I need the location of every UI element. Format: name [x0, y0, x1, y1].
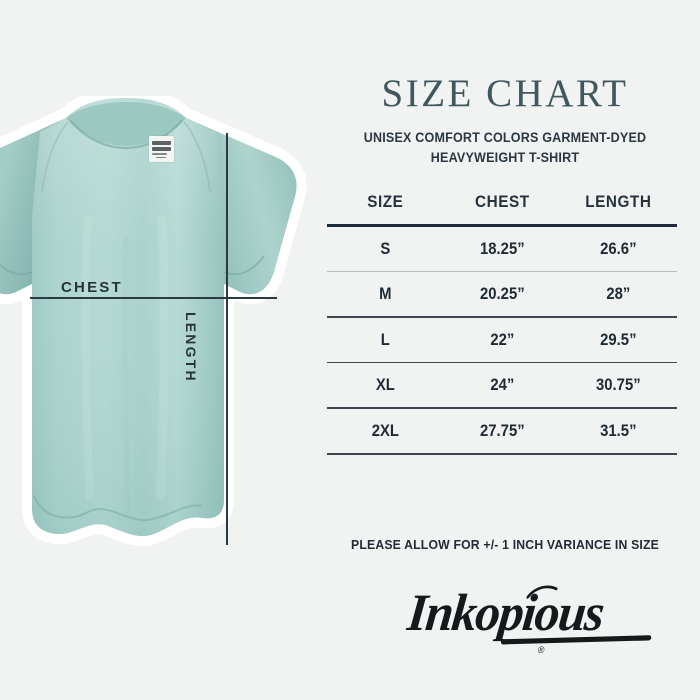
page-title: SIZE CHART — [381, 72, 629, 115]
page-subtitle: UNISEX COMFORT COLORS GARMENT-DYED HEAVY… — [324, 128, 687, 167]
subtitle-line-2: HEAVYWEIGHT T-SHIRT — [430, 149, 580, 165]
brand-logo: Inkopious ® — [310, 576, 700, 655]
length-measurement-line — [226, 133, 228, 545]
size-table: SIZE CHEST LENGTH S 18.25” 26.6” M 20.25… — [327, 190, 677, 455]
column-header-length: LENGTH — [585, 192, 652, 211]
cell-chest: 27.75” — [479, 421, 525, 440]
tshirt-figure — [0, 96, 308, 566]
cell-length: 30.75” — [596, 376, 641, 395]
logo-swash-icon — [525, 585, 558, 599]
table-row-divider — [327, 316, 677, 318]
table-row: XL 24” 30.75” — [327, 363, 677, 407]
neck-tag-line-2 — [152, 147, 171, 151]
comfort-colors-neck-tag — [149, 136, 174, 162]
shirt-collar — [66, 102, 186, 146]
table-header-rule — [327, 224, 677, 227]
cell-size: 2XL — [371, 421, 399, 440]
table-row-divider — [327, 271, 677, 273]
brand-logo-text: Inkopious ® — [404, 576, 652, 655]
cell-chest: 20.25” — [479, 285, 525, 304]
fabric-fold-2 — [155, 215, 169, 501]
left-shoulder-seam — [41, 121, 69, 193]
chest-measurement-label: CHEST — [61, 279, 123, 296]
variance-note: PLEASE ALLOW FOR +/- 1 INCH VARIANCE IN … — [350, 537, 660, 552]
column-header-chest: CHEST — [474, 192, 530, 211]
cell-length: 28” — [606, 285, 631, 304]
column-header-size: SIZE — [367, 192, 404, 211]
table-row: M 20.25” 28” — [327, 272, 677, 316]
table-bottom-rule — [327, 452, 677, 455]
table-row: L 22” 29.5” — [327, 318, 677, 362]
neck-tag-line-3 — [152, 153, 167, 155]
fabric-fold-1 — [81, 215, 94, 501]
shirt-image-panel: CHEST LENGTH — [0, 0, 310, 700]
table-row: 2XL 27.75” 31.5” — [327, 409, 677, 453]
neck-tag-line-1 — [152, 141, 171, 145]
tshirt-illustration — [0, 96, 307, 547]
cell-chest: 22” — [490, 330, 514, 349]
cell-length: 26.6” — [600, 240, 637, 258]
neck-tag-line-4 — [156, 156, 166, 158]
table-row-divider — [327, 361, 677, 364]
brand-name: Inkopious — [404, 582, 606, 642]
left-sleeve-hem — [0, 263, 33, 276]
chest-measurement-line — [30, 297, 277, 299]
table-row-divider — [327, 407, 677, 409]
cell-length: 31.5” — [600, 421, 637, 440]
fabric-fold-3 — [122, 235, 131, 517]
cell-chest: 18.25” — [479, 240, 525, 258]
table-row: S 18.25” 26.6” — [327, 227, 677, 271]
bottom-hem-stitch — [33, 495, 203, 522]
cell-size: S — [380, 240, 391, 258]
table-header-row: SIZE CHEST LENGTH — [327, 190, 677, 224]
right-shoulder-seam — [183, 121, 211, 193]
chart-panel: SIZE CHART UNISEX COMFORT COLORS GARMENT… — [310, 0, 700, 700]
cell-size: M — [379, 285, 392, 304]
shirt-body-shading — [32, 98, 224, 537]
cell-length: 29.5” — [600, 330, 637, 349]
cell-size: L — [380, 330, 390, 349]
collar-stitch — [69, 119, 183, 150]
subtitle-line-1: UNISEX COMFORT COLORS GARMENT-DYED — [363, 130, 647, 145]
cell-chest: 24” — [490, 376, 514, 395]
length-measurement-label: LENGTH — [183, 312, 199, 383]
cell-size: XL — [375, 376, 395, 395]
